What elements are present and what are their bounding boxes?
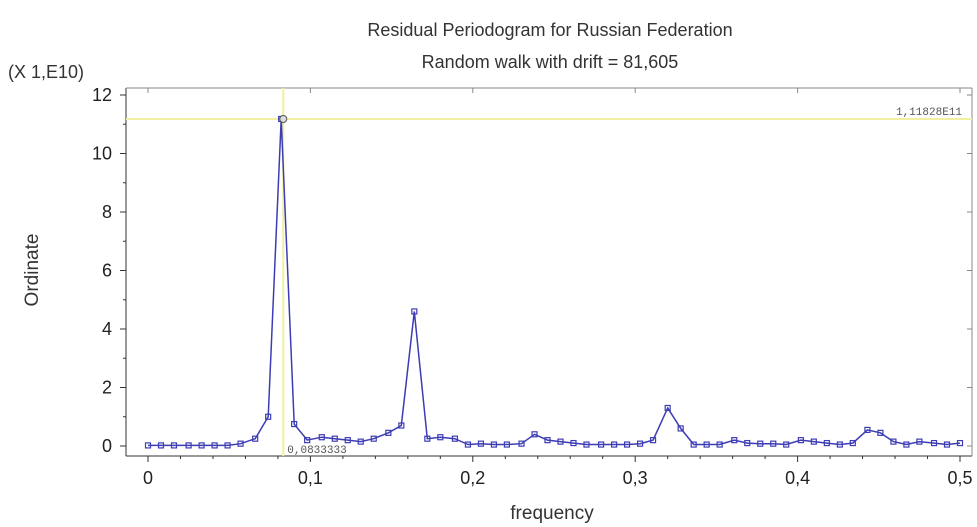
data-point (664, 404, 671, 412)
y-tick-label: 12 (92, 85, 112, 105)
data-point (424, 435, 431, 442)
x-tick-label: 0,4 (785, 468, 810, 488)
data-point (636, 440, 644, 447)
data-point (398, 422, 405, 429)
data-point (757, 440, 764, 447)
peak-marker (279, 114, 288, 123)
y-tick-label: 10 (92, 144, 112, 164)
data-point (518, 440, 525, 447)
data-point (544, 437, 551, 444)
data-point (583, 441, 590, 448)
axes: 0 2 4 6 8 10 12 0 0,1 0,2 0,3 0,4 0,5 (92, 85, 973, 488)
data-point (864, 426, 871, 434)
data-point (916, 438, 923, 445)
data-point (531, 431, 538, 438)
data-point (357, 438, 364, 445)
data-point (731, 437, 738, 444)
y-multiplier-label: (X 1,E10) (8, 62, 85, 82)
chart-subtitle: Random walk with drift = 81,605 (421, 52, 679, 72)
y-tick-label: 0 (102, 436, 112, 456)
y-tick-label: 2 (102, 378, 112, 398)
data-point (318, 434, 325, 441)
x-axis-label: frequency (510, 503, 594, 524)
data-point (503, 441, 511, 448)
data-point (370, 435, 377, 442)
data-point (211, 442, 218, 449)
data-point (411, 308, 418, 315)
data-point (185, 442, 192, 449)
data-point (930, 439, 938, 447)
data-point (265, 413, 272, 420)
data-point (477, 440, 485, 447)
data-point (490, 441, 498, 448)
data-point (797, 437, 804, 444)
data-point (224, 442, 231, 449)
data-point (783, 441, 790, 448)
data-point (198, 442, 205, 449)
x-tick-label: 0 (143, 468, 153, 488)
data-point (437, 434, 444, 441)
data-point (570, 439, 577, 447)
data-point (464, 441, 472, 448)
data-point (144, 442, 152, 449)
data-point (331, 435, 338, 442)
x-tick-label: 0,5 (947, 468, 972, 488)
data-point (252, 435, 259, 442)
data-point (943, 441, 951, 448)
data-point (690, 441, 697, 448)
data-point (823, 439, 830, 447)
peak-crosshair (126, 88, 972, 456)
data-point (557, 438, 564, 445)
x-tick-label: 0,2 (460, 468, 485, 488)
series-line (148, 118, 961, 447)
data-point (597, 441, 605, 448)
data-point (344, 437, 351, 444)
x-tick-label: 0,1 (298, 468, 323, 488)
data-point (770, 440, 777, 447)
data-point (849, 439, 856, 447)
data-point (385, 429, 392, 436)
data-point (810, 438, 817, 445)
data-point (703, 441, 710, 448)
data-point (716, 441, 723, 448)
data-point (956, 439, 964, 447)
data-point (170, 442, 178, 449)
data-point (744, 439, 751, 447)
data-point (304, 437, 311, 444)
data-point (836, 441, 843, 448)
data-point (903, 441, 910, 448)
peak-value-label: 1,11828E11 (896, 107, 962, 119)
peak-x-label: 0,0833333 (287, 445, 346, 457)
data-point (610, 441, 618, 448)
data-point (291, 420, 298, 428)
annotations: 1,11828E11 0,0833333 (279, 107, 962, 457)
data-point (623, 441, 631, 448)
data-point (677, 425, 684, 432)
data-point (890, 438, 897, 445)
data-point (451, 435, 459, 442)
y-tick-label: 6 (102, 261, 112, 281)
data-point (877, 429, 884, 436)
y-tick-label: 8 (102, 202, 112, 222)
data-point (237, 440, 244, 447)
series-layer (144, 115, 964, 449)
x-tick-label: 0,3 (623, 468, 648, 488)
data-point (649, 437, 657, 444)
data-point (157, 442, 165, 449)
chart-title: Residual Periodogram for Russian Federat… (367, 20, 733, 40)
y-tick-label: 4 (102, 319, 112, 339)
